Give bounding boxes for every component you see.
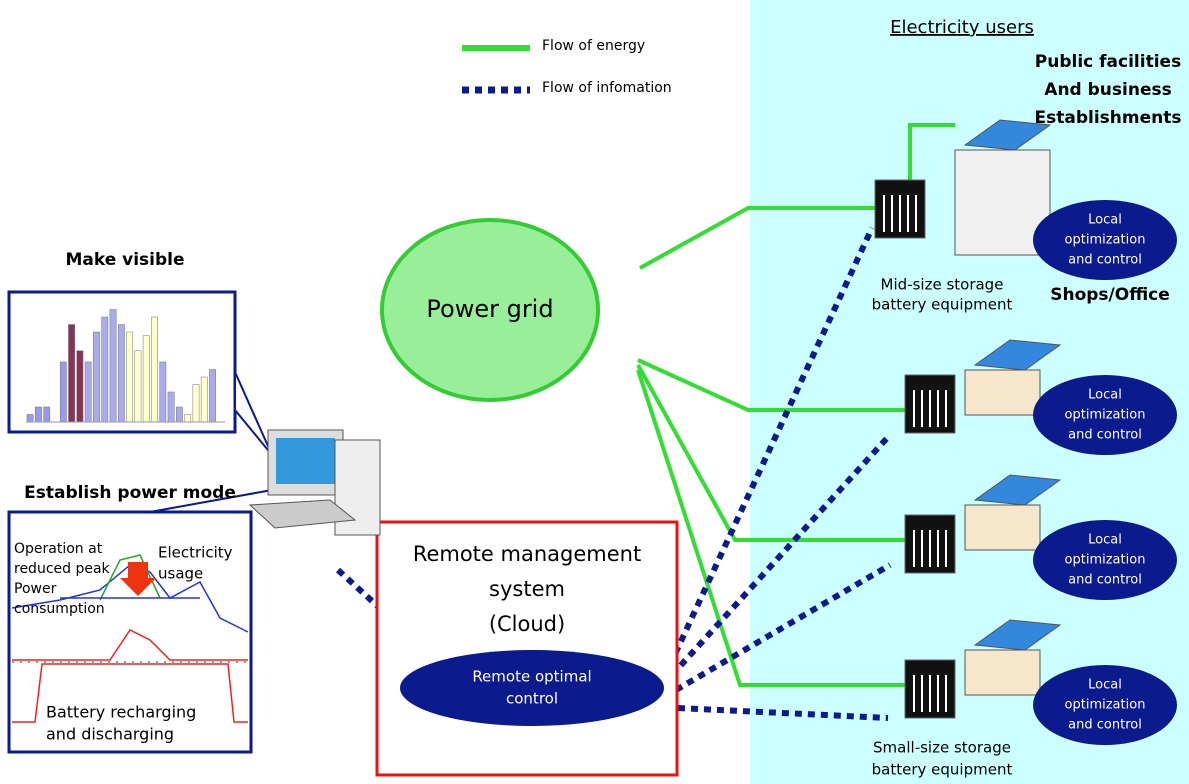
building xyxy=(965,650,1040,695)
bar xyxy=(209,370,215,423)
mid-storage-label: Mid-size storage xyxy=(881,276,1004,294)
bar xyxy=(68,325,74,423)
small-storage-label: Small-size storage xyxy=(873,739,1011,757)
bar xyxy=(176,407,182,422)
bar xyxy=(143,336,149,422)
local-control-label: and control xyxy=(1068,718,1142,733)
power-grid-label: Power grid xyxy=(426,295,553,323)
bar xyxy=(160,362,166,422)
local-control-label: Local xyxy=(1088,388,1122,403)
remote-control xyxy=(400,650,664,726)
peak-label: Operation at xyxy=(14,541,103,557)
public-label: And business xyxy=(1044,80,1171,100)
computer xyxy=(250,430,380,535)
visible-title: Make visible xyxy=(65,250,184,270)
local-control-label: Local xyxy=(1088,533,1122,548)
bar xyxy=(60,362,66,422)
local-control-label: optimization xyxy=(1065,698,1146,713)
bar xyxy=(135,351,141,422)
users-title: Electricity users xyxy=(890,17,1034,38)
local-control-label: optimization xyxy=(1065,553,1146,568)
bar xyxy=(27,415,33,423)
screen xyxy=(276,438,335,484)
peak-label: reduced peak xyxy=(14,561,111,577)
power-mode-title: Establish power mode xyxy=(24,483,236,503)
local-control-label: and control xyxy=(1068,253,1142,268)
bar xyxy=(193,385,199,423)
cloud-title: Remote management xyxy=(413,542,641,566)
diagram: Flow of energy Flow of infomation Electr… xyxy=(0,0,1189,784)
local-control-label: and control xyxy=(1068,428,1142,443)
local-control-label: Local xyxy=(1088,213,1122,228)
cloud-title: system xyxy=(489,577,565,601)
public-label: Establishments xyxy=(1035,108,1182,128)
battery-label: and discharging xyxy=(46,725,174,744)
bar xyxy=(93,332,99,422)
building xyxy=(965,370,1040,415)
mid-storage-label: battery equipment xyxy=(872,296,1013,314)
bar xyxy=(35,407,41,422)
building xyxy=(965,505,1040,550)
peak-label: Power xyxy=(14,581,57,597)
bar xyxy=(168,392,174,422)
small-storage-label: battery equipment xyxy=(872,761,1013,779)
usage-label: usage xyxy=(158,565,203,583)
bar xyxy=(201,377,207,422)
bar xyxy=(110,310,116,423)
usage-label: Electricity xyxy=(158,544,233,562)
remote-control-label: control xyxy=(506,690,558,708)
legend-information: Flow of infomation xyxy=(542,80,672,96)
remote-control-label: Remote optimal xyxy=(472,668,591,686)
bar xyxy=(44,407,50,422)
bar xyxy=(185,415,191,423)
legend-energy: Flow of energy xyxy=(542,38,645,54)
bar xyxy=(77,351,83,422)
battery-label: Battery recharging xyxy=(46,703,196,722)
bar xyxy=(85,362,91,422)
local-control-label: optimization xyxy=(1065,233,1146,248)
bar xyxy=(127,332,133,422)
bar xyxy=(151,317,157,422)
local-control-label: Local xyxy=(1088,678,1122,693)
peak-label: consumption xyxy=(14,601,105,617)
shops-label: Shops/Office xyxy=(1050,285,1170,305)
public-label: Public facilities xyxy=(1035,52,1181,72)
local-control-label: and control xyxy=(1068,573,1142,588)
local-control-label: optimization xyxy=(1065,408,1146,423)
cloud-title: (Cloud) xyxy=(489,612,565,636)
bar xyxy=(102,317,108,422)
bar xyxy=(118,325,124,423)
